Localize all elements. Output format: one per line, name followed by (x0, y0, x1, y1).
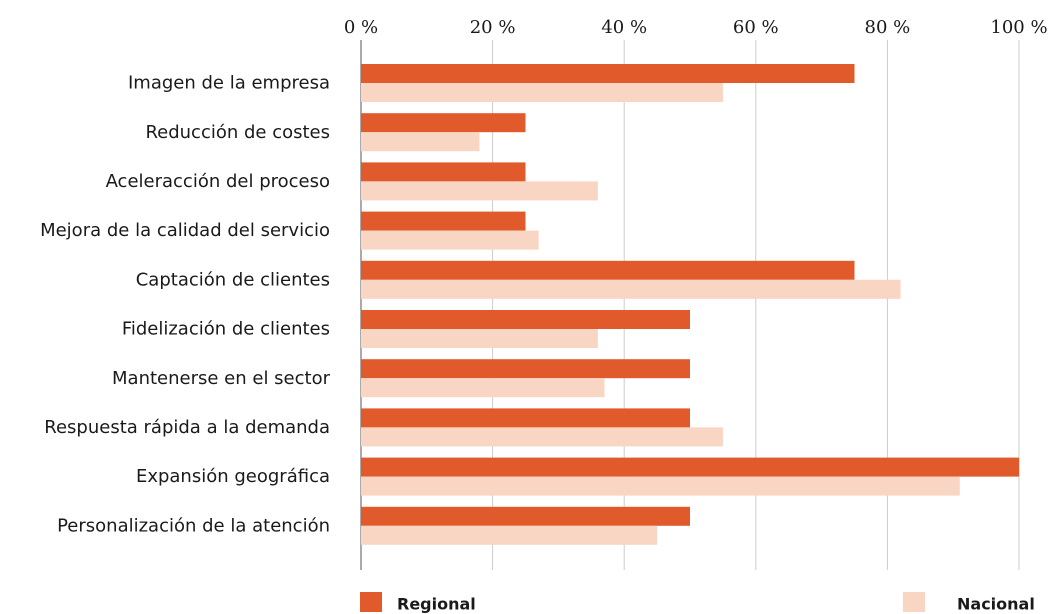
bar (361, 279, 901, 299)
bar (361, 162, 526, 182)
bar (361, 476, 960, 496)
bar (361, 506, 690, 526)
y-tick-label: Mejora de la calidad del servicio (40, 220, 330, 241)
bar (361, 310, 690, 329)
bar (361, 525, 658, 545)
y-tick-label: Aceleracción del proceso (106, 171, 330, 192)
x-tick-label: 0 % (344, 17, 378, 38)
y-tick-label: Respuesta rápida a la demanda (44, 417, 330, 438)
y-tick-label: Personalización de la atención (57, 515, 330, 536)
bar (361, 359, 690, 379)
bar (361, 83, 723, 102)
bar (361, 408, 690, 428)
x-tick-label: 80 % (865, 17, 911, 38)
x-tick-label: 20 % (470, 17, 516, 38)
bar (361, 211, 526, 231)
y-tick-label: Fidelización de clientes (122, 319, 330, 340)
bar (361, 230, 539, 250)
bar (361, 260, 855, 280)
y-tick-label: Reducción de costes (145, 122, 330, 143)
y-tick-label: Expansión geográfica (136, 466, 330, 487)
y-tick-label: Mantenerse en el sector (112, 368, 331, 389)
legend-swatch (903, 592, 925, 612)
bar (361, 329, 598, 348)
bar (361, 427, 723, 447)
bar (361, 378, 605, 398)
y-tick-label: Imagen de la empresa (128, 73, 330, 94)
bar (361, 113, 526, 133)
legend-label: Nacional (957, 595, 1035, 614)
bar (361, 132, 480, 152)
x-tick-label: 60 % (733, 17, 779, 38)
bar (361, 64, 855, 83)
bar (361, 457, 1019, 477)
x-tick-label: 100 % (990, 17, 1047, 38)
legend-swatch (360, 592, 382, 612)
x-tick-label: 40 % (601, 17, 647, 38)
y-tick-label: Captación de clientes (136, 269, 330, 290)
bar (361, 181, 598, 201)
legend-label: Regional (397, 595, 476, 614)
